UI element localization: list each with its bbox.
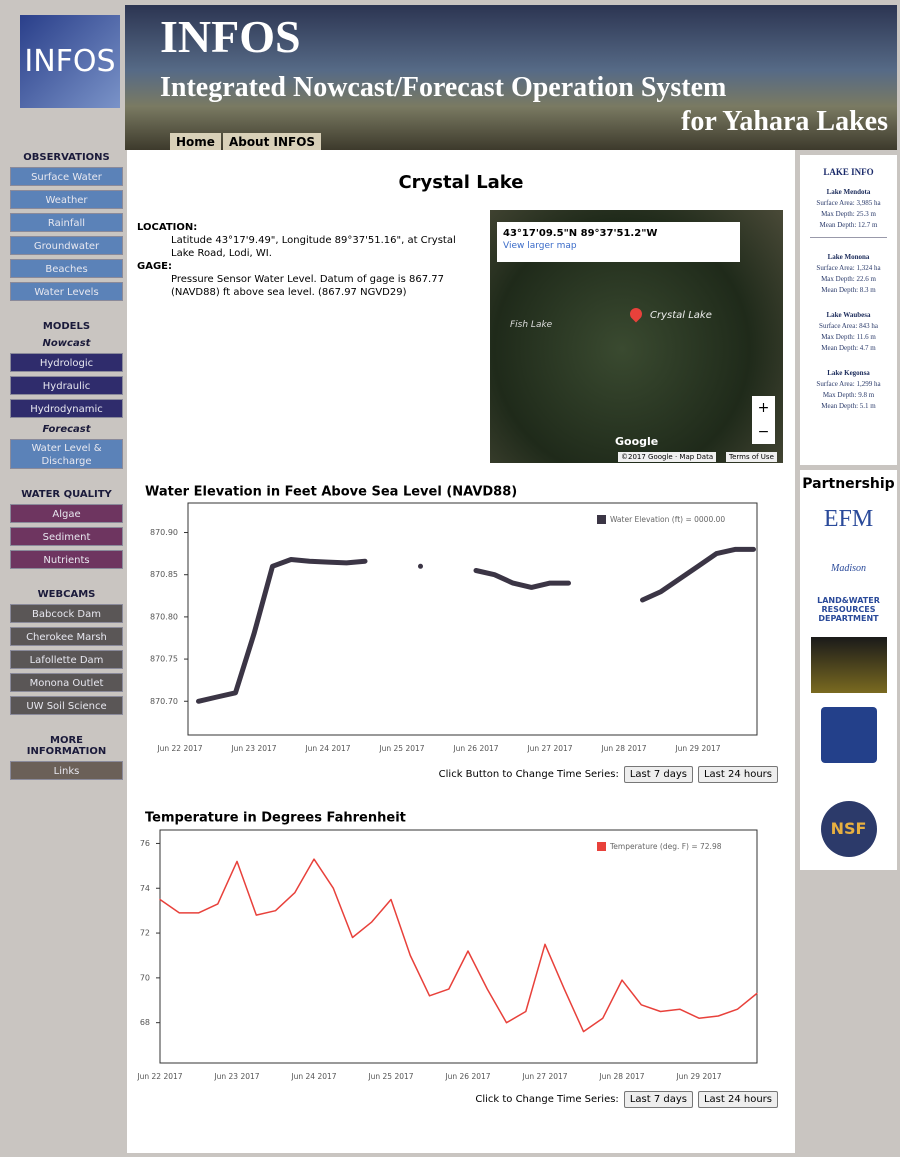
legend-label: Temperature (deg. F) = 72.98 (609, 842, 722, 851)
chart-title: Water Elevation in Feet Above Sea Level … (145, 485, 517, 500)
series-line (199, 549, 754, 701)
x-tick-label: Jun 23 2017 (213, 1072, 259, 1081)
x-tick-label: Jun 22 2017 (156, 744, 202, 753)
x-tick-label: Jun 22 2017 (136, 1072, 182, 1081)
series-line (160, 859, 757, 1032)
y-tick-label: 870.90 (150, 528, 178, 537)
x-tick-label: Jun 27 2017 (521, 1072, 567, 1081)
x-tick-label: Jun 25 2017 (378, 744, 424, 753)
x-tick-label: Jun 24 2017 (304, 744, 350, 753)
x-tick-label: Jun 24 2017 (290, 1072, 336, 1081)
x-tick-label: Jun 28 2017 (600, 744, 646, 753)
charts: Water Elevation in Feet Above Sea Level … (0, 0, 900, 1157)
page: INFOS INFOS Integrated Nowcast/Forecast … (0, 0, 900, 1157)
plot-area (160, 830, 757, 1063)
x-tick-label: Jun 29 2017 (675, 1072, 721, 1081)
legend-swatch (597, 515, 606, 524)
plot-area (188, 503, 757, 735)
y-tick-label: 70 (140, 973, 150, 982)
legend-label: Water Elevation (ft) = 0000.00 (610, 515, 725, 524)
y-tick-label: 72 (140, 929, 150, 938)
y-tick-label: 76 (140, 839, 150, 848)
y-tick-label: 870.80 (150, 612, 178, 621)
y-tick-label: 870.75 (150, 655, 178, 664)
legend-swatch (597, 842, 606, 851)
x-tick-label: Jun 28 2017 (598, 1072, 644, 1081)
x-tick-label: Jun 25 2017 (367, 1072, 413, 1081)
y-tick-label: 68 (140, 1018, 150, 1027)
chart-title: Temperature in Degrees Fahrenheit (145, 811, 406, 826)
x-tick-label: Jun 26 2017 (452, 744, 498, 753)
x-tick-label: Jun 23 2017 (230, 744, 276, 753)
y-tick-label: 870.70 (150, 697, 178, 706)
x-tick-label: Jun 26 2017 (444, 1072, 490, 1081)
x-tick-label: Jun 27 2017 (526, 744, 572, 753)
y-tick-label: 74 (140, 884, 150, 893)
x-tick-label: Jun 29 2017 (674, 744, 720, 753)
y-tick-label: 870.85 (150, 570, 178, 579)
